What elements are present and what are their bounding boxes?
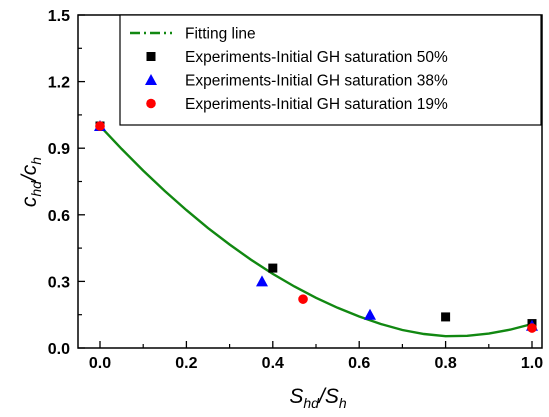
data-point-circle xyxy=(527,323,537,333)
data-point-square xyxy=(268,263,278,273)
legend-marker-triangle xyxy=(145,74,157,85)
x-tick-labels: 0.0 0.2 0.4 0.6 0.8 1.0 xyxy=(89,355,543,372)
legend-box xyxy=(119,14,542,126)
fit-layer xyxy=(99,125,533,338)
x-tick-label: 0.6 xyxy=(348,355,370,372)
data-point-circle xyxy=(298,294,308,304)
data-point-triangle xyxy=(256,275,268,287)
y-tick-label: 0.0 xyxy=(48,341,70,358)
x-tick-label: 1.0 xyxy=(521,355,543,372)
y-tick-label: 1.2 xyxy=(48,75,70,92)
y-tick-label: 0.9 xyxy=(48,141,70,158)
x-tick-label: 0.4 xyxy=(262,355,284,372)
legend-marker-circle xyxy=(146,98,156,109)
y-tick-label: 0.3 xyxy=(48,274,70,291)
data-point-circle xyxy=(95,121,105,131)
y-axis-title: chd/ch xyxy=(18,157,44,207)
fitting-line xyxy=(99,125,533,338)
legend-label: Experiments-Initial GH saturation 50% xyxy=(185,49,448,66)
y-tick-labels: 0.0 0.3 0.6 0.9 1.2 1.5 xyxy=(48,8,70,358)
x-tick-label: 0.2 xyxy=(175,355,197,372)
data-points xyxy=(94,120,538,333)
legend-label: Fitting line xyxy=(185,26,256,43)
x-tick-label: 0.0 xyxy=(89,355,111,372)
y-tick-label: 0.6 xyxy=(48,208,70,225)
legend: Fitting line Experiments-Initial GH satur… xyxy=(119,14,542,126)
data-point-triangle xyxy=(364,308,376,320)
legend-marker-square xyxy=(146,52,156,61)
x-tick-label: 0.8 xyxy=(434,355,456,372)
x-axis-title: Shd/Sh xyxy=(289,385,346,411)
data-point-square xyxy=(441,312,451,322)
legend-label: Experiments-Initial GH saturation 19% xyxy=(185,96,448,113)
legend-label: Experiments-Initial GH saturation 38% xyxy=(185,73,448,90)
y-tick-label: 1.5 xyxy=(48,8,70,25)
